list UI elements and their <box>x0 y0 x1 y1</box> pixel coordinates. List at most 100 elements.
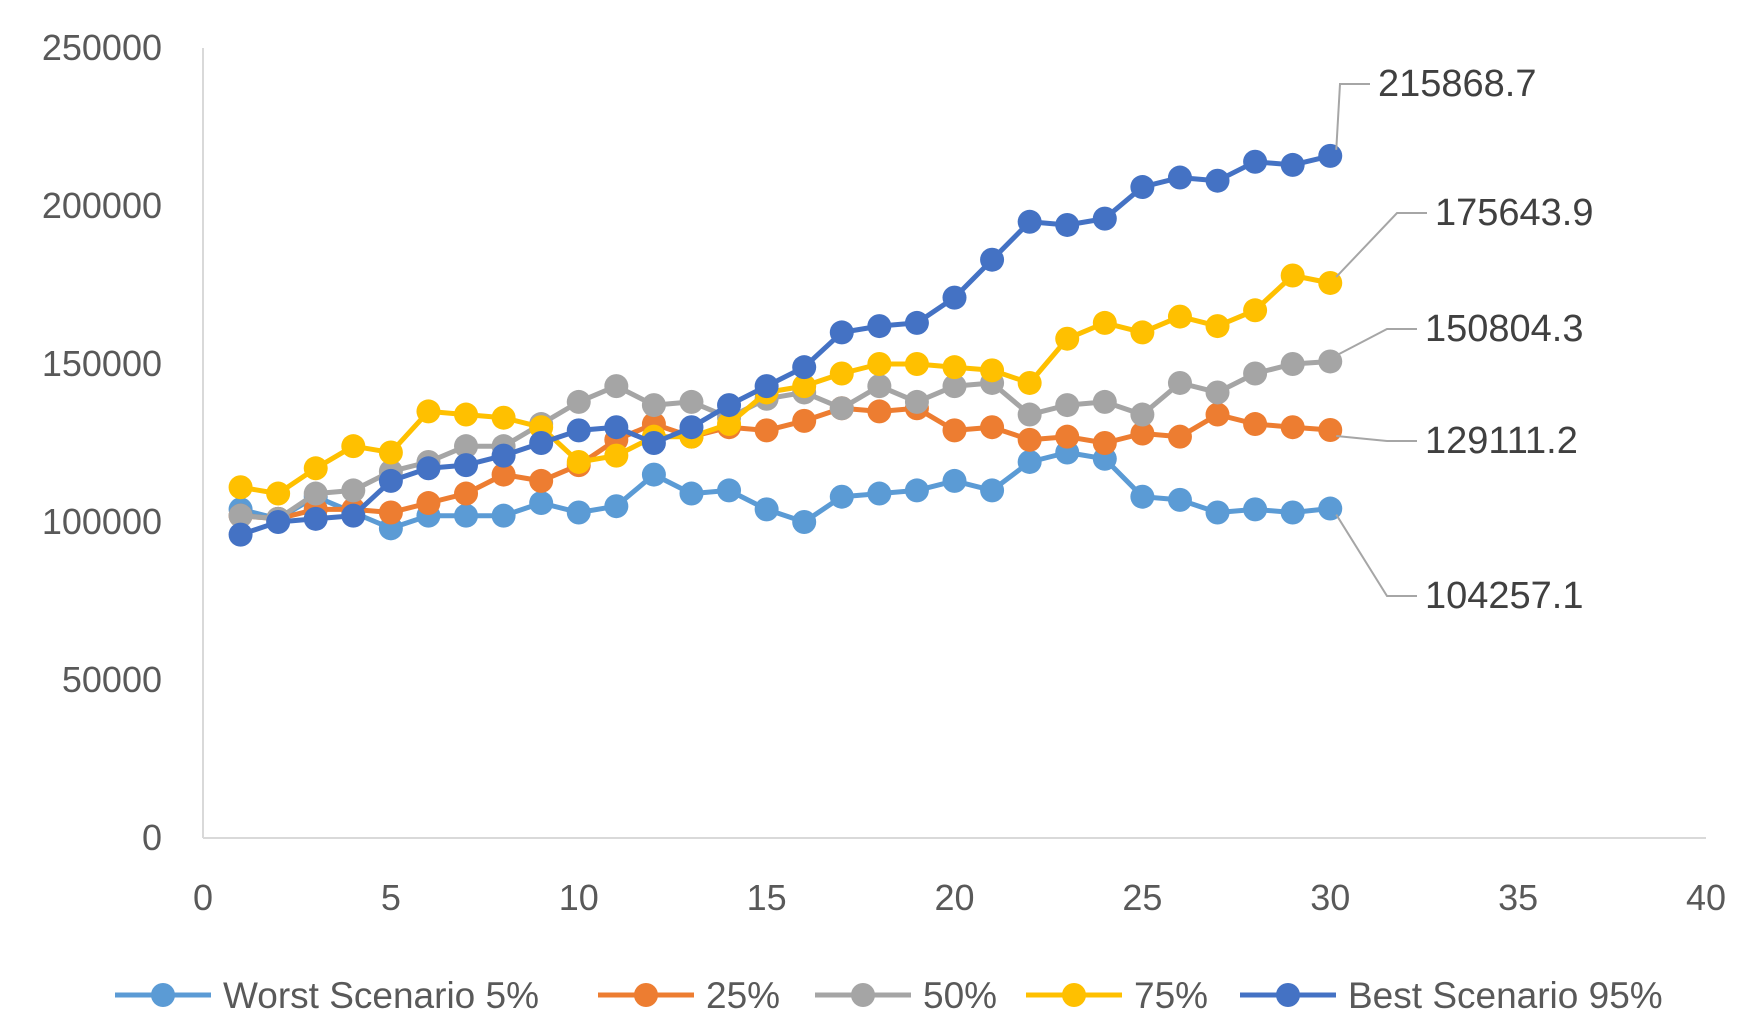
data-point <box>792 374 817 399</box>
legend-item: Best Scenario 95% <box>1240 975 1663 1016</box>
data-point <box>1280 500 1305 525</box>
legend-swatch-marker <box>851 983 875 1007</box>
data-point <box>416 491 441 516</box>
data-point <box>792 355 817 380</box>
legend-swatch-marker <box>1276 983 1300 1007</box>
data-point <box>867 374 892 399</box>
data-point <box>1243 149 1268 174</box>
data-point <box>303 481 328 506</box>
data-point <box>904 310 929 335</box>
data-labels: 104257.1 129111.2 150804.3 175643.9 215868.7 <box>1335 63 1594 617</box>
data-point <box>604 443 629 468</box>
data-point <box>529 468 554 493</box>
legend-label: Best Scenario 95% <box>1348 975 1663 1016</box>
data-point <box>679 481 704 506</box>
y-tick-label: 200000 <box>42 185 162 226</box>
data-point <box>341 478 366 503</box>
series-line <box>239 153 1331 537</box>
data-point <box>1092 310 1117 335</box>
data-point <box>378 468 403 493</box>
data-point <box>1092 389 1117 414</box>
data-point <box>416 399 441 424</box>
data-point <box>980 478 1005 503</box>
data-point <box>679 389 704 414</box>
data-point <box>566 449 591 474</box>
data-point <box>754 374 779 399</box>
series-4 <box>228 143 1343 547</box>
legend-item: 75% <box>1026 975 1208 1016</box>
data-point <box>867 399 892 424</box>
data-point <box>1280 263 1305 288</box>
axes: 0 50000 100000 150000 200000 250000 0 5 10 15 20 25… <box>42 27 1726 918</box>
end-value-label: 104257.1 <box>1425 575 1584 617</box>
data-point <box>1205 314 1230 339</box>
y-tick-label: 50000 <box>62 659 162 700</box>
data-label-leader-line <box>1335 514 1417 597</box>
legend-label: 50% <box>923 975 997 1016</box>
data-point <box>228 522 253 547</box>
data-point <box>1243 361 1268 386</box>
x-tick-label: 35 <box>1498 877 1538 918</box>
data-point <box>604 415 629 440</box>
data-point <box>942 418 967 443</box>
data-point <box>717 412 742 437</box>
data-point <box>378 500 403 525</box>
data-point <box>1243 412 1268 437</box>
data-point <box>228 475 253 500</box>
data-point <box>1167 424 1192 449</box>
data-point <box>266 481 291 506</box>
data-point <box>303 506 328 531</box>
legend-swatch-marker <box>151 983 175 1007</box>
data-point <box>1130 320 1155 345</box>
data-point <box>754 418 779 443</box>
data-point <box>904 389 929 414</box>
data-point <box>529 431 554 455</box>
data-point <box>1167 165 1192 190</box>
data-point <box>829 396 854 421</box>
data-point <box>1318 349 1343 374</box>
data-point <box>942 374 967 399</box>
data-point <box>1092 206 1117 231</box>
data-point <box>1205 380 1230 405</box>
data-point <box>942 285 967 310</box>
series-line <box>240 273 1331 497</box>
data-point <box>641 462 666 487</box>
data-point <box>566 500 591 525</box>
data-label-leader-line <box>1335 83 1370 150</box>
data-point <box>416 456 441 481</box>
data-point <box>867 481 892 506</box>
data-label-leader-line <box>1335 212 1427 278</box>
data-point <box>341 434 366 459</box>
y-tick-label: 0 <box>142 817 162 858</box>
data-point <box>303 456 328 481</box>
data-point <box>1055 424 1080 449</box>
data-label-leader-line <box>1336 435 1417 442</box>
data-point <box>1205 402 1230 427</box>
end-value-label: 150804.3 <box>1425 308 1584 350</box>
data-point <box>829 320 854 345</box>
data-point <box>1243 298 1268 323</box>
data-point <box>491 462 516 487</box>
data-point <box>829 361 854 386</box>
data-point <box>491 443 516 468</box>
legend-label: 75% <box>1134 975 1208 1016</box>
x-tick-label: 40 <box>1686 877 1726 918</box>
legend-item: Worst Scenario 5% <box>115 975 539 1016</box>
data-point <box>679 415 704 440</box>
data-point <box>829 484 854 509</box>
data-point <box>228 503 253 528</box>
data-point <box>341 503 366 528</box>
data-point <box>904 352 929 376</box>
data-point <box>491 503 516 528</box>
data-point <box>604 374 629 399</box>
x-tick-label: 5 <box>381 877 401 918</box>
data-point <box>454 402 479 427</box>
data-point <box>491 405 516 430</box>
data-point <box>1167 370 1192 395</box>
data-point <box>1017 449 1042 474</box>
data-point <box>717 478 742 503</box>
data-point <box>641 393 666 418</box>
data-point <box>604 494 629 519</box>
x-tick-label: 25 <box>1122 877 1162 918</box>
